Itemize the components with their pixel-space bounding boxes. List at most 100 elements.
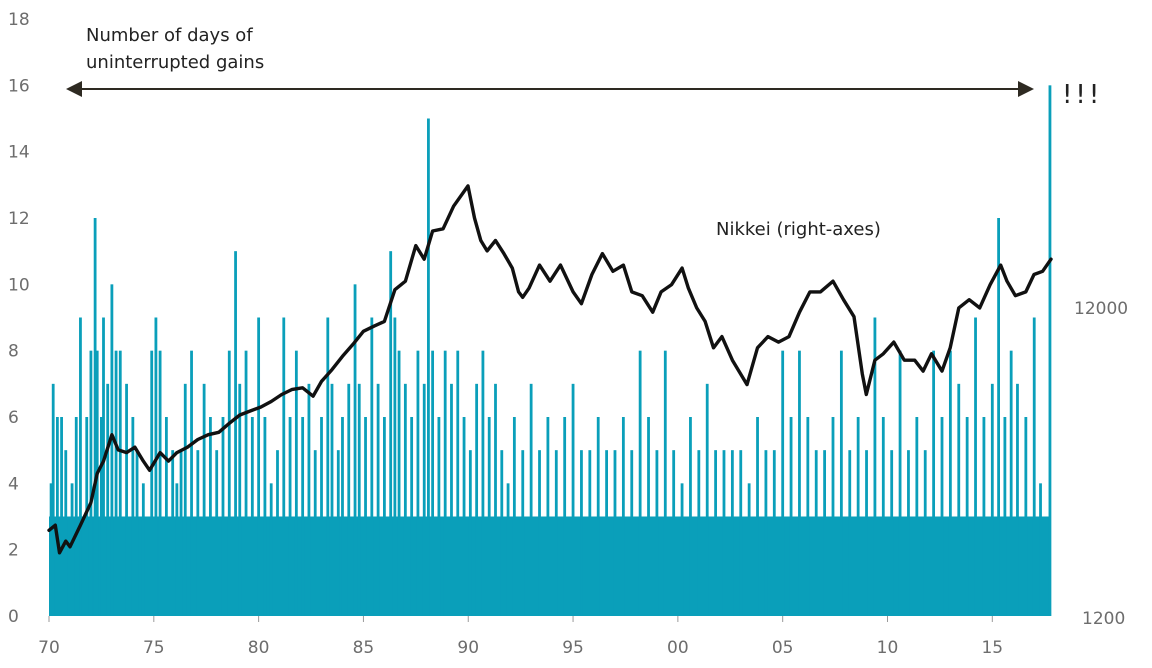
gains-bar-43 xyxy=(263,417,267,616)
nikkei-label: Nikkei (right-axes) xyxy=(716,219,881,240)
gains-bar-77 xyxy=(462,417,466,616)
gains-bar-49 xyxy=(301,417,305,616)
range-label-line2: uninterrupted gains xyxy=(86,52,264,73)
gains-bar-28 xyxy=(175,483,179,616)
gains-bar-31 xyxy=(190,350,193,616)
y-tick-label-8: 8 xyxy=(8,342,19,362)
y-tick-label-16: 16 xyxy=(8,76,30,96)
gains-bar-105 xyxy=(680,483,684,616)
range-label-line1: Number of days of xyxy=(86,25,253,46)
gains-bar-15 xyxy=(110,284,114,616)
gains-bar-61 xyxy=(370,317,374,616)
gains-bar-10 xyxy=(93,218,97,616)
gains-bar-148 xyxy=(1032,317,1036,616)
gains-bar-121 xyxy=(814,450,818,616)
y-tick-label-4: 4 xyxy=(8,474,19,494)
gains-bar-67 xyxy=(403,383,407,616)
gains-bar-22 xyxy=(146,516,149,616)
y-tick-label-18: 18 xyxy=(8,10,30,30)
gains-bar-65 xyxy=(393,317,397,616)
gains-bar-94 xyxy=(588,450,592,616)
gains-bar-135 xyxy=(932,350,936,616)
gains-bar-34 xyxy=(209,417,212,616)
gains-bar-111 xyxy=(730,450,734,616)
gains-bar-150 xyxy=(1048,85,1052,617)
gains-bar-2 xyxy=(55,417,59,616)
gains-bar-142 xyxy=(990,383,994,616)
gains-bar-79 xyxy=(475,383,479,616)
gains-bar-129 xyxy=(881,417,885,616)
gains-bar-76 xyxy=(456,350,460,616)
y-tick-label-12: 12 xyxy=(8,209,30,229)
gains-bar-137 xyxy=(948,350,952,616)
gains-bar-133 xyxy=(915,417,919,616)
gains-bar-19 xyxy=(131,417,135,616)
gains-bar-78 xyxy=(468,450,472,616)
gains-bar-50 xyxy=(307,383,311,616)
gains-bar-97 xyxy=(613,450,617,616)
exclamation-annotation: !!! xyxy=(1062,80,1102,110)
gains-bar-107 xyxy=(697,450,701,616)
gains-bar-53 xyxy=(326,317,330,616)
nikkei-line xyxy=(47,184,1053,555)
gains-bar-23 xyxy=(150,350,154,616)
right-axis-tick-12000: 12000 xyxy=(1074,299,1128,319)
gains-bar-93 xyxy=(580,450,583,616)
gains-bar-140 xyxy=(974,317,977,616)
gains-bar-146 xyxy=(1016,383,1019,616)
gains-bar-110 xyxy=(722,450,726,616)
x-tick-label-90: 90 xyxy=(457,638,479,658)
gains-bar-115 xyxy=(764,450,768,616)
gains-bar-series xyxy=(49,85,1052,617)
gains-bar-104 xyxy=(672,450,676,616)
gains-bar-85 xyxy=(512,417,516,616)
x-tick-label-10: 10 xyxy=(877,638,899,658)
gains-bar-143 xyxy=(997,218,1000,616)
gains-bar-98 xyxy=(621,417,625,616)
gains-bar-147 xyxy=(1024,417,1028,616)
gains-bar-82 xyxy=(494,383,497,616)
gains-bar-73 xyxy=(437,417,441,616)
gains-bar-45 xyxy=(276,450,279,616)
gains-bar-20 xyxy=(135,450,139,616)
gains-bar-16 xyxy=(114,350,118,616)
gains-bar-84 xyxy=(506,483,510,616)
gains-bar-87 xyxy=(529,383,533,616)
gains-bar-46 xyxy=(282,317,286,616)
gains-bar-127 xyxy=(865,450,868,616)
gains-bar-42 xyxy=(257,317,261,616)
gains-bar-44 xyxy=(269,483,273,616)
gains-bar-86 xyxy=(521,450,525,616)
gains-bar-40 xyxy=(244,350,248,616)
gains-bar-11 xyxy=(95,350,99,616)
gains-bar-80 xyxy=(481,350,485,616)
left-y-axis-ticks: 0 2 4 6 8 10 12 14 16 18 xyxy=(8,10,30,627)
gains-bar-118 xyxy=(789,417,793,616)
gains-bar-63 xyxy=(382,417,386,616)
gains-bar-24 xyxy=(154,317,158,616)
gains-bar-122 xyxy=(823,450,827,616)
gains-bar-119 xyxy=(798,350,801,616)
x-tick-label-70: 70 xyxy=(38,638,60,658)
gains-bar-109 xyxy=(714,450,718,616)
gains-bar-132 xyxy=(907,450,910,616)
gains-bar-9 xyxy=(89,350,93,616)
gains-bar-72 xyxy=(431,350,435,616)
gains-bar-145 xyxy=(1009,350,1013,616)
gains-bar-66 xyxy=(397,350,401,616)
y-tick-label-0: 0 xyxy=(8,607,19,627)
gains-bar-29 xyxy=(179,450,183,616)
gains-bar-8 xyxy=(85,417,89,616)
gains-bar-12 xyxy=(100,417,103,616)
x-tick-label-75: 75 xyxy=(143,638,165,658)
gains-bar-136 xyxy=(940,417,944,616)
gains-bar-83 xyxy=(500,450,504,616)
gains-bar-99 xyxy=(630,450,634,616)
gains-bar-35 xyxy=(215,450,219,616)
y-tick-label-14: 14 xyxy=(8,143,30,163)
gains-bar-108 xyxy=(705,383,709,616)
gains-bar-55 xyxy=(336,450,340,616)
x-axis-ticks: 70 75 80 85 90 95 00 05 10 15 xyxy=(38,616,1003,658)
gains-bar-141 xyxy=(982,417,986,616)
gains-bar-126 xyxy=(856,417,860,616)
